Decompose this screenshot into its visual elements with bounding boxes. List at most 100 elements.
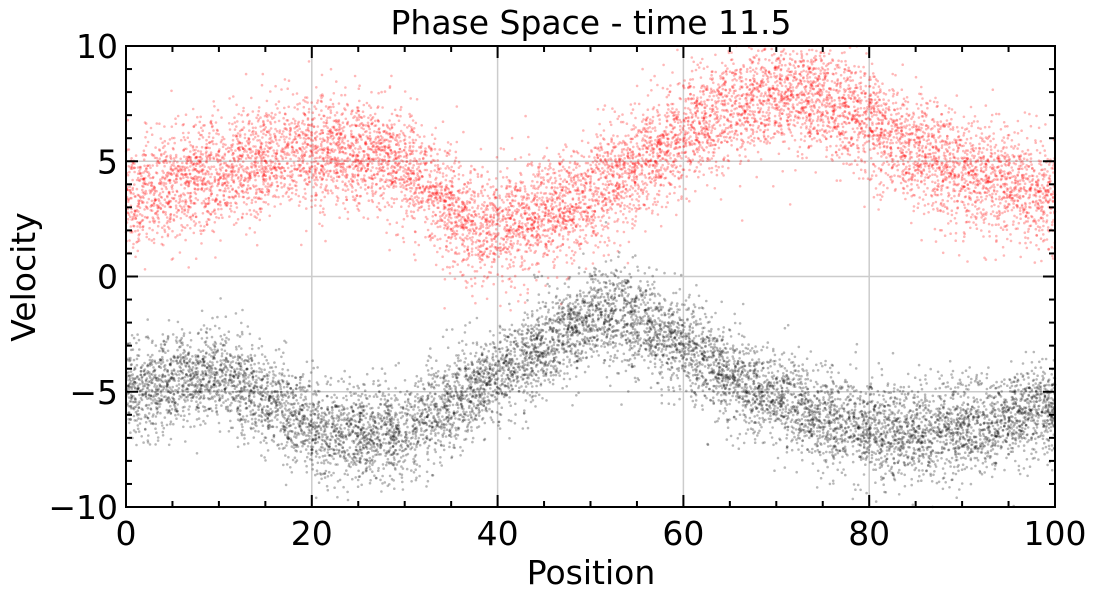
scatter-point [736,114,740,117]
scatter-point [569,256,573,260]
scatter-point [796,154,800,158]
scatter-point [211,136,215,140]
scatter-point [395,197,399,201]
scatter-point [289,129,293,132]
scatter-point [1025,214,1028,217]
scatter-point [183,193,186,197]
scatter-point [376,216,380,219]
scatter-point [296,103,299,106]
scatter-point [549,243,553,246]
scatter-point [703,100,706,103]
scatter-point [481,229,485,233]
scatter-point [186,159,190,163]
scatter-point [662,130,666,133]
scatter-point [557,169,561,173]
scatter-point [624,216,628,220]
scatter-point [694,114,698,118]
scatter-point [173,193,177,197]
scatter-point [792,79,795,82]
scatter-point [204,205,207,208]
scatter-point [1035,233,1038,237]
scatter-point [680,197,683,201]
scatter-point [635,198,638,201]
scatter-point [759,158,763,161]
scatter-point [611,189,615,192]
scatter-point [805,74,809,77]
scatter-point [628,164,632,168]
scatter-point [996,183,999,187]
scatter-point [875,110,879,114]
scatter-point [788,82,791,85]
scatter-point [322,174,326,177]
scatter-point [180,210,184,214]
scatter-point [1049,187,1052,190]
scatter-point [862,147,865,150]
scatter-point [636,134,639,138]
scatter-point [376,141,379,144]
scatter-point [527,153,531,156]
scatter-point [567,276,570,279]
scatter-point [886,173,890,177]
scatter-point [710,166,714,170]
scatter-point [759,117,762,120]
scatter-point [945,119,949,122]
scatter-point [806,59,809,63]
scatter-point [875,144,879,147]
scatter-point [713,147,716,151]
scatter-point [857,156,860,159]
scatter-point [769,75,773,79]
scatter-point [841,104,844,108]
scatter-point [678,128,682,132]
scatter-point [266,193,270,196]
scatter-point [412,253,416,256]
scatter-point [779,92,783,96]
scatter-point [595,133,598,136]
scatter-point [361,110,365,113]
scatter-point [391,151,394,154]
scatter-point [837,148,841,151]
scatter-point [870,129,873,133]
scatter-point [232,179,236,182]
scatter-point [772,132,776,136]
scatter-point [732,62,735,65]
scatter-point [547,219,550,222]
scatter-point [450,209,454,212]
scatter-point [692,94,696,97]
scatter-point [620,150,624,154]
scatter-point [997,223,1000,226]
scatter-point [562,214,566,218]
scatter-point [576,210,579,213]
scatter-point [843,51,846,54]
scatter-point [335,111,339,114]
scatter-point [510,246,514,250]
scatter-point [572,149,575,153]
scatter-point [831,105,834,109]
scatter-point [762,130,765,134]
scatter-point [682,119,686,122]
scatter-point [887,152,890,156]
scatter-point [246,187,249,190]
scatter-point [250,198,254,202]
scatter-point [798,111,801,114]
scatter-point [169,171,172,175]
scatter-point [145,201,149,204]
scatter-point [492,193,496,197]
scatter-point [874,174,878,177]
scatter-point [667,108,670,111]
scatter-point [302,98,305,102]
scatter-point [329,109,333,112]
scatter-point [965,137,969,141]
scatter-point [559,244,563,248]
scatter-point [756,106,760,110]
scatter-point [770,61,774,65]
scatter-point [701,57,704,61]
scatter-point [629,160,633,164]
scatter-point [974,186,977,189]
scatter-point [966,260,969,263]
scatter-point [1022,185,1026,189]
scatter-point [238,163,242,166]
scatter-point [684,187,687,191]
scatter-point [150,133,154,136]
scatter-point [273,132,276,136]
scatter-point [705,184,709,187]
